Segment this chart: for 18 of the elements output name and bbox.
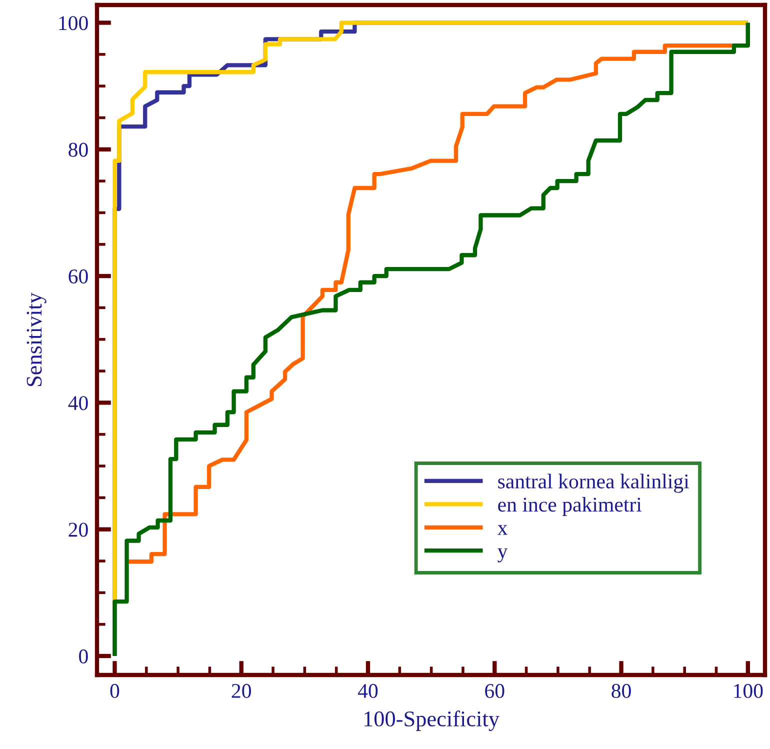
y-tick-label: 0 (79, 649, 88, 664)
y-tick-label: 100 (59, 16, 88, 30)
x-tick-label: 80 (612, 684, 631, 698)
y-tick-label: 20 (68, 522, 88, 537)
x-tick-label: 100 (734, 684, 763, 698)
x-tick-label: 0 (110, 684, 120, 698)
x-tick-label: 60 (485, 684, 504, 698)
legend-label: y (498, 548, 508, 562)
x-tick-label: 40 (358, 684, 378, 698)
y-tick-label: 80 (68, 142, 88, 157)
y-tick-label: 40 (68, 396, 88, 410)
y-tick-label: 60 (68, 269, 88, 284)
x-tick-label: 20 (232, 684, 251, 698)
y-axis-title: Sensitivity (26, 292, 46, 386)
x-axis-title: 100-Specificity (364, 710, 500, 731)
legend-label: x (498, 525, 508, 535)
legend-label: en ince pakimetri (498, 497, 642, 516)
legend-label: santral kornea kalinligi (498, 474, 689, 493)
